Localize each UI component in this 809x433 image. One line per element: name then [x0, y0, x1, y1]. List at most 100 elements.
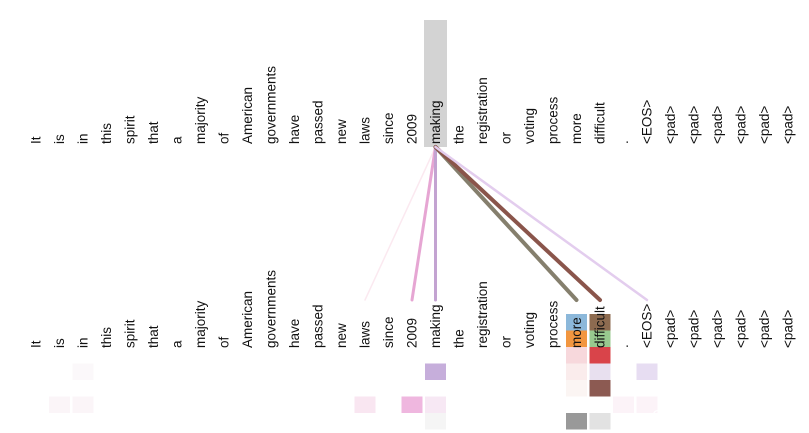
- heatmap-cell: [566, 330, 587, 347]
- top-token-label[interactable]: <pad>: [663, 106, 678, 144]
- selected-token-highlight[interactable]: [424, 20, 447, 147]
- heatmap-cell: [49, 396, 70, 413]
- heatmap-cell: [636, 396, 658, 413]
- top-token-label[interactable]: registration: [475, 77, 490, 144]
- heatmap-cell: [425, 396, 446, 413]
- bottom-token-label[interactable]: It: [29, 340, 44, 348]
- top-token-label[interactable]: <EOS>: [640, 100, 655, 144]
- bottom-token-label[interactable]: difficult: [593, 306, 608, 348]
- heatmap-cell: [354, 396, 376, 413]
- attention-edge: [433, 145, 579, 302]
- bottom-token-label[interactable]: is: [52, 338, 67, 348]
- attention-edge: [410, 145, 437, 302]
- top-token-label[interactable]: laws: [358, 117, 373, 144]
- bottom-token-label[interactable]: majority: [193, 300, 208, 348]
- bottom-token-row: It is in this spirit that a majority of American g…: [29, 270, 796, 348]
- bottom-token-label[interactable]: spirit: [123, 319, 138, 348]
- bottom-token-label[interactable]: <pad>: [687, 310, 702, 348]
- bottom-token-label[interactable]: passed: [311, 304, 326, 348]
- bottom-token-label[interactable]: process: [546, 300, 561, 348]
- top-token-label[interactable]: this: [99, 123, 114, 144]
- top-token-label[interactable]: <pad>: [687, 106, 702, 144]
- bottom-token-label[interactable]: voting: [522, 312, 537, 348]
- heatmap-cell: [589, 380, 611, 397]
- top-token-row: It is in this spirit that a majority of American g…: [29, 66, 796, 144]
- top-token-label[interactable]: new: [334, 119, 349, 144]
- heatmap-cell: [636, 363, 658, 380]
- heatmap-cell: [566, 347, 587, 364]
- top-token-label[interactable]: of: [217, 132, 232, 144]
- heatmap-cell: [425, 363, 446, 380]
- top-token-label[interactable]: difficult: [593, 102, 608, 144]
- top-token-label[interactable]: that: [146, 121, 161, 144]
- top-token-label[interactable]: process: [546, 96, 561, 144]
- top-token-label[interactable]: in: [76, 133, 91, 144]
- bottom-token-label[interactable]: <EOS>: [640, 304, 655, 348]
- heatmap-cell: [72, 363, 94, 380]
- bottom-token-label[interactable]: governments: [264, 270, 279, 348]
- bottom-token-label[interactable]: <pad>: [757, 310, 772, 348]
- top-token-label[interactable]: <pad>: [781, 106, 796, 144]
- bottom-token-label[interactable]: new: [334, 323, 349, 348]
- top-token-label[interactable]: <pad>: [710, 106, 725, 144]
- top-token-label[interactable]: voting: [522, 108, 537, 144]
- top-token-label[interactable]: since: [381, 112, 396, 144]
- heatmap-cell: [72, 396, 94, 413]
- bottom-token-label[interactable]: this: [99, 327, 114, 348]
- bottom-token-label[interactable]: or: [499, 335, 514, 348]
- heatmap-cell: [566, 413, 587, 430]
- bottom-token-label[interactable]: that: [146, 325, 161, 348]
- bottom-token-label[interactable]: making: [428, 304, 443, 348]
- bottom-token-label[interactable]: since: [381, 316, 396, 348]
- heatmap-cell: [613, 396, 634, 413]
- heatmap-cell: [401, 396, 423, 413]
- bottom-token-label[interactable]: <pad>: [710, 310, 725, 348]
- bottom-token-label[interactable]: <pad>: [734, 310, 749, 348]
- bottom-token-label[interactable]: American: [240, 291, 255, 348]
- bottom-token-label[interactable]: of: [217, 336, 232, 348]
- top-token-label[interactable]: the: [452, 125, 467, 144]
- bottom-token-label[interactable]: the: [452, 329, 467, 348]
- top-token-label[interactable]: making: [428, 100, 443, 144]
- watermark: CSDN @机器herry_y: [652, 407, 797, 424]
- bottom-token-label[interactable]: .: [616, 344, 631, 348]
- top-token-label[interactable]: <pad>: [734, 106, 749, 144]
- heatmap-cell: [566, 314, 587, 331]
- bottom-token-label[interactable]: a: [170, 340, 185, 348]
- heatmap-cell: [589, 347, 611, 364]
- heatmap-cell: [566, 363, 587, 380]
- top-token-label[interactable]: .: [616, 140, 631, 144]
- top-token-label[interactable]: is: [52, 134, 67, 144]
- bottom-token-label[interactable]: registration: [475, 281, 490, 348]
- heatmap-cell: [566, 380, 587, 397]
- heatmap-cell: [589, 330, 611, 347]
- attention-edge: [433, 145, 602, 302]
- heatmap-cell: [425, 413, 446, 430]
- top-token-label[interactable]: governments: [264, 66, 279, 144]
- top-token-label[interactable]: spirit: [123, 115, 138, 144]
- bottom-token-label[interactable]: more: [569, 317, 584, 348]
- bottom-token-label[interactable]: 2009: [405, 318, 420, 348]
- top-token-label[interactable]: or: [499, 131, 514, 144]
- attention-edge: [364, 146, 437, 301]
- bottom-token-label[interactable]: <pad>: [663, 310, 678, 348]
- attention-edge: [434, 145, 649, 302]
- top-token-label[interactable]: have: [287, 115, 302, 144]
- top-token-label[interactable]: American: [240, 87, 255, 144]
- top-token-label[interactable]: majority: [193, 96, 208, 144]
- attention-edges: [364, 145, 649, 302]
- top-token-label[interactable]: It: [29, 136, 44, 144]
- top-token-label[interactable]: <pad>: [757, 106, 772, 144]
- bottom-token-label[interactable]: have: [287, 319, 302, 348]
- bottom-token-label[interactable]: laws: [358, 321, 373, 348]
- bottom-token-label[interactable]: <pad>: [781, 310, 796, 348]
- top-token-label[interactable]: a: [170, 136, 185, 144]
- top-token-label[interactable]: more: [569, 113, 584, 144]
- top-token-label[interactable]: 2009: [405, 114, 420, 144]
- top-token-label[interactable]: passed: [311, 100, 326, 144]
- heatmap-cell: [589, 413, 611, 430]
- attention-heatmap: [49, 314, 658, 430]
- bottom-token-label[interactable]: in: [76, 337, 91, 348]
- heatmap-cell: [589, 363, 611, 380]
